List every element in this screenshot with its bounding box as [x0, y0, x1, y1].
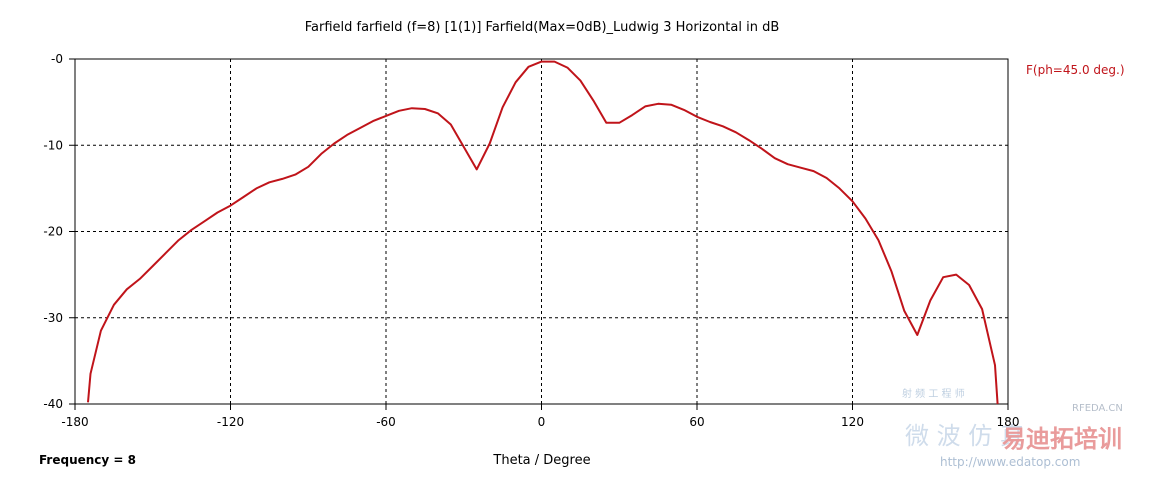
y-tick-label: -0 — [51, 52, 63, 66]
x-tick-label: 120 — [841, 415, 864, 429]
watermark: 射 频 工 程 师 RFEDA.CN 微 波 仿 真 易迪拓培训 http://… — [902, 387, 1123, 469]
x-tick-label: 0 — [538, 415, 546, 429]
watermark-url: http://www.edatop.com — [940, 455, 1080, 469]
plot-area — [74, 58, 1009, 405]
y-tick-label: -30 — [43, 311, 63, 325]
x-tick-label: 180 — [997, 415, 1020, 429]
series-line — [87, 60, 999, 405]
y-tick-label: -10 — [43, 138, 63, 152]
y-tick-label: -40 — [43, 397, 63, 411]
x-axis-label: Theta / Degree — [492, 453, 590, 468]
y-tick-label: -20 — [43, 225, 63, 239]
legend-entry: F(ph=45.0 deg.) — [1026, 63, 1125, 77]
watermark-small: 射 频 工 程 师 — [902, 387, 965, 400]
x-tick-label: -120 — [217, 415, 244, 429]
watermark-rfeda: RFEDA.CN — [1072, 403, 1123, 414]
x-tick-label: 60 — [689, 415, 704, 429]
x-tick-label: -60 — [376, 415, 396, 429]
y-axis-ticks: -0 -10 -20 -30 -40 — [43, 52, 75, 411]
chart-title: Farfield farfield (f=8) [1(1)] Farfield(… — [305, 20, 780, 35]
watermark-edatop: 易迪拓培训 — [1002, 425, 1122, 453]
series-group — [87, 60, 999, 405]
watermark-microwave: 微 波 仿 真 — [905, 422, 1024, 450]
x-tick-label: -180 — [61, 415, 88, 429]
x-axis-ticks: -180 -120 -60 0 60 120 180 — [61, 404, 1019, 429]
frequency-label: Frequency = 8 — [39, 453, 136, 467]
